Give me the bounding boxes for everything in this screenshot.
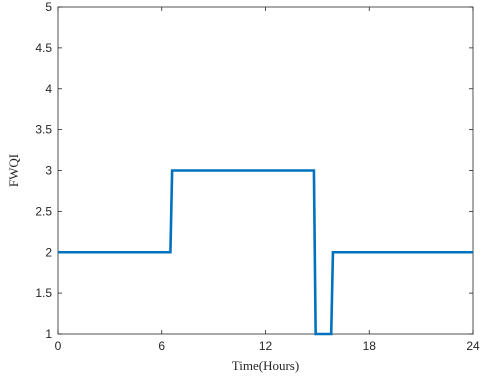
x-axis-ticks: 0 6 12 18 24 bbox=[55, 7, 480, 353]
y-tick-label: 1.5 bbox=[35, 286, 52, 300]
y-tick-label: 3.5 bbox=[35, 123, 52, 137]
x-tick-label: 0 bbox=[55, 339, 62, 353]
y-axis-label: FWQI bbox=[6, 154, 21, 187]
y-tick-label: 5 bbox=[45, 0, 52, 14]
x-tick-label: 18 bbox=[363, 339, 377, 353]
x-tick-label: 6 bbox=[158, 339, 165, 353]
series-layer bbox=[58, 169, 473, 336]
fwqi-series-line bbox=[58, 169, 473, 336]
y-tick-label: 3 bbox=[45, 164, 52, 178]
y-tick-label: 4.5 bbox=[35, 41, 52, 55]
x-axis-label: Time(Hours) bbox=[232, 358, 299, 373]
y-tick-label: 1 bbox=[45, 327, 52, 341]
x-tick-label: 12 bbox=[259, 339, 273, 353]
y-tick-label: 2.5 bbox=[35, 204, 52, 218]
y-tick-label: 2 bbox=[45, 245, 52, 259]
y-tick-label: 4 bbox=[45, 82, 52, 96]
y-axis-ticks: 1 1.5 2 2.5 3 3.5 4 4.5 5 bbox=[35, 0, 473, 341]
x-tick-label: 24 bbox=[466, 339, 480, 353]
